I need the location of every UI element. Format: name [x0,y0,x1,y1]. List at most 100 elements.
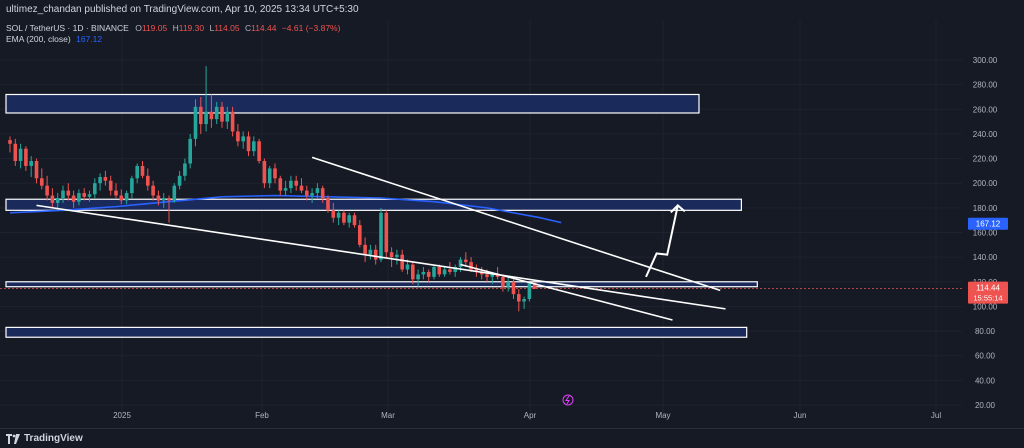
candle-body [55,198,60,203]
price-tick-label: 100.00 [973,302,998,311]
candle-body [61,190,65,198]
trendline[interactable] [311,156,721,292]
change-value: −4.61 (−3.87%) [281,23,341,33]
high-value: 119.30 [178,23,205,33]
candle-body [532,282,537,289]
candle-body [405,264,410,270]
candle-body [389,252,394,258]
ema-legend[interactable]: EMA (200, close) 167.12 [6,34,102,44]
candle-body [511,281,516,295]
candle-body [225,111,230,122]
candle-body [384,212,389,253]
candle-body [183,163,187,176]
last-price-tag-text: 114.44 [976,284,1000,293]
candle-body [252,141,256,152]
support-resistance-zone[interactable] [5,326,748,338]
candle-body [161,198,166,201]
low-value: 114.05 [214,23,240,33]
symbol-name[interactable]: SOL / TetherUS · 1D · BINANCE [6,23,129,33]
price-tick-label: 20.00 [975,401,996,410]
candle-body [294,180,298,186]
price-tick-label: 140.00 [973,253,998,262]
support-resistance-zone[interactable] [5,93,700,114]
support-resistance-zone[interactable] [5,198,743,211]
ema-label: EMA (200, close) [6,34,71,44]
candle-body [241,136,245,142]
candle-body [257,141,261,162]
price-tick-label: 300.00 [973,56,998,65]
candle-body [108,180,113,191]
support-resistance-zone[interactable] [5,281,758,288]
trendline[interactable] [460,263,673,321]
price-tick-label: 40.00 [975,376,996,385]
ema-value: 167.12 [76,34,103,44]
candle-body [373,249,378,260]
candle-body [156,195,161,201]
candle-body [45,185,49,196]
candle-body [193,106,198,139]
candle-body [469,262,473,270]
candle-body [458,259,463,267]
candle-body [400,254,404,270]
candle-body [299,185,304,191]
candle-body [326,198,330,211]
candle-body [506,281,510,287]
price-tick-label: 280.00 [973,81,998,90]
time-tick-label: Jun [794,411,807,420]
candle-body [82,193,86,197]
candle-body [278,178,283,191]
price-tick-label: 260.00 [973,105,998,114]
countdown-tag-text: 15:55:14 [973,294,1002,303]
ema-200-line[interactable] [9,194,562,224]
footer-brand[interactable]: TradingView [24,433,83,444]
candle-body [114,190,118,196]
candle-body [29,161,33,166]
candle-body [315,188,320,194]
tradingview-logo-icon[interactable] [6,433,20,445]
price-tick-label: 60.00 [975,352,996,361]
candle-body [135,165,139,179]
replay-icon-bolt [565,395,570,405]
trendline[interactable] [36,204,726,310]
candle-body [188,138,192,164]
candle-body [140,165,145,176]
candle-body [87,194,92,197]
candle-body [437,267,442,275]
candle-body [289,180,293,189]
price-tick-label: 220.00 [973,155,998,164]
candle-body [310,193,314,196]
candle-body [230,111,235,132]
candle-body [103,177,108,181]
candle-body [411,264,415,280]
price-tick-label: 200.00 [973,179,998,188]
candle-body [124,193,129,201]
candle-body [220,106,224,122]
candle-body [283,188,288,191]
candle-body [485,274,489,277]
candle-body [479,271,484,275]
last-price-tag [968,281,1008,304]
ema-price-tag [968,217,1008,230]
candle-body [421,271,426,275]
replay-icon-ring [562,394,574,406]
chart-pane[interactable]: 300.00 280.00 260.00 240.00 220.00 200.00 180.… [0,20,1024,428]
candle-body [236,131,240,142]
candle-body [71,195,76,202]
low-label: L [209,23,215,33]
time-tick-label: Mar [381,411,395,420]
time-tick-label: Feb [255,411,269,420]
projection-arrow[interactable] [645,205,679,278]
candle-body [172,185,177,201]
candle-body [490,274,495,277]
candle-body [13,143,18,162]
candle-body [151,185,155,196]
candle-body [464,259,468,263]
publish-header: ultimez_chandan published on TradingView… [0,0,1024,20]
price-chart[interactable]: 300.00 280.00 260.00 240.00 220.00 200.00 180.… [0,20,1024,428]
replay-icon[interactable] [562,394,574,406]
candle-body [273,168,277,179]
symbol-legend: SOL / TetherUS · 1D · BINANCE O119.05 H1… [6,23,340,33]
candle-body [77,193,81,202]
footer-bar: TradingView [0,428,1024,448]
candle-body [214,106,219,120]
